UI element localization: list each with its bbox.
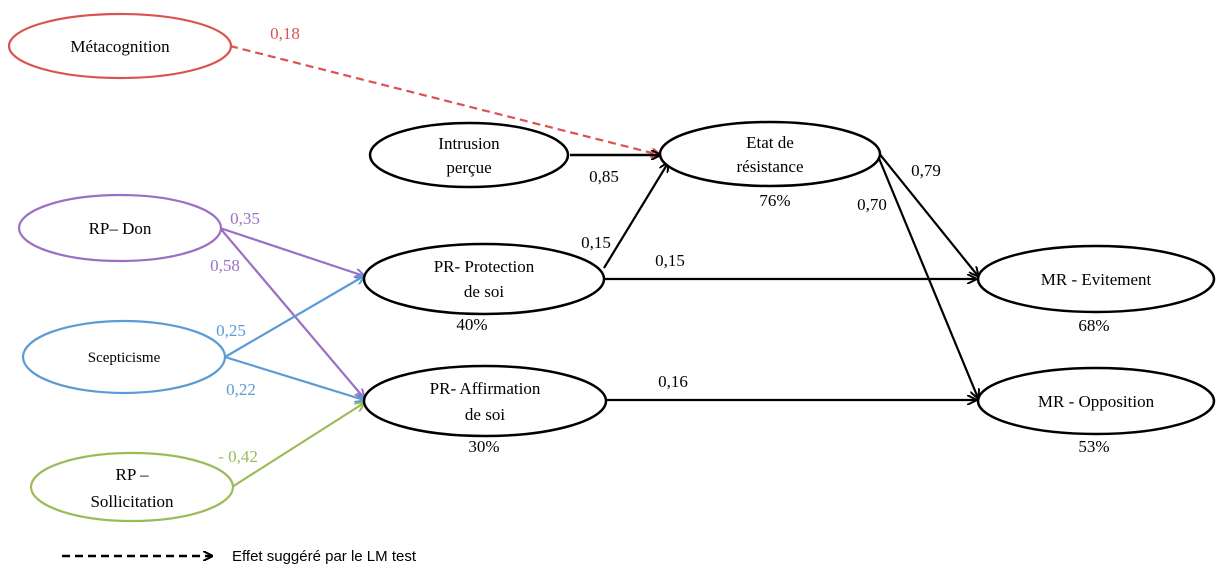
path-scepticisme-affirmation — [224, 355, 364, 400]
path-sollicitation-affirmation — [231, 403, 364, 488]
coef-intrusion-etat: 0,85 — [589, 167, 619, 186]
legend-text: Effet suggéré par le LM test — [232, 548, 417, 565]
coef-meta-etat: 0,18 — [270, 24, 300, 43]
node-rp-sollicitation: RP – Sollicitation — [29, 451, 235, 523]
path-protection-etat — [603, 163, 668, 269]
path-metacognition-etat — [229, 44, 660, 155]
path-scepticisme-protection — [224, 276, 364, 358]
coef-protection-etat: 0,15 — [581, 233, 611, 252]
node-etat-resistance-line1: Etat de — [746, 133, 794, 152]
node-scepticisme-label: Scepticisme — [88, 350, 161, 366]
node-mr-opposition: MR - Opposition — [976, 366, 1216, 436]
path-etat-opposition — [876, 155, 978, 398]
coef-scepticisme-protection: 0,25 — [216, 321, 246, 340]
node-rp-don: RP– Don — [17, 193, 223, 263]
path-etat-evitement — [877, 151, 978, 276]
node-pr-affirmation-line2: de soi — [465, 405, 505, 424]
node-pr-protection-line2: de soi — [464, 282, 504, 301]
node-mr-evitement: MR - Evitement — [976, 244, 1216, 314]
node-mr-evitement-label: MR - Evitement — [1041, 270, 1152, 289]
node-metacognition-label: Métacognition — [70, 37, 170, 56]
coef-etat-opposition: 0,70 — [857, 195, 887, 214]
coef-don-affirmation: 0,58 — [210, 256, 240, 275]
variance-pr-protection: 40% — [456, 315, 487, 334]
node-scepticisme: Scepticisme — [21, 319, 227, 395]
variance-etat-resistance: 76% — [759, 191, 790, 210]
legend: Effet suggéré par le LM test — [62, 548, 417, 565]
node-pr-protection-line1: PR- Protection — [434, 257, 535, 276]
node-intrusion-line2: perçue — [446, 158, 491, 177]
coef-affirmation-opposition: 0,16 — [658, 372, 688, 391]
node-pr-affirmation: PR- Affirmation de soi — [362, 364, 608, 438]
node-mr-opposition-label: MR - Opposition — [1038, 392, 1155, 411]
node-pr-protection: PR- Protection de soi — [362, 242, 606, 316]
node-etat-resistance-line2: résistance — [736, 157, 803, 176]
node-rp-don-label: RP– Don — [89, 219, 152, 238]
paths — [219, 44, 978, 488]
node-rp-sollicitation-line1: RP – — [116, 465, 149, 484]
coef-sollicitation-affirmation: - 0,42 — [218, 447, 258, 466]
node-intrusion: Intrusion perçue — [368, 121, 570, 189]
coef-etat-evitement: 0,79 — [911, 161, 941, 180]
variance-pr-affirmation: 30% — [468, 437, 499, 456]
node-pr-affirmation-line1: PR- Affirmation — [430, 379, 541, 398]
variance-mr-opposition: 53% — [1078, 437, 1109, 456]
coef-protection-evitement: 0,15 — [655, 251, 685, 270]
coef-don-protection: 0,35 — [230, 209, 260, 228]
path-don-protection — [219, 226, 364, 276]
coef-scepticisme-affirmation: 0,22 — [226, 380, 256, 399]
node-metacognition: Métacognition — [7, 12, 233, 80]
path-don-affirmation — [219, 227, 364, 398]
variance-mr-evitement: 68% — [1078, 316, 1109, 335]
node-rp-sollicitation-line2: Sollicitation — [90, 492, 174, 511]
node-intrusion-line1: Intrusion — [438, 134, 500, 153]
node-etat-resistance: Etat de résistance — [658, 120, 882, 188]
